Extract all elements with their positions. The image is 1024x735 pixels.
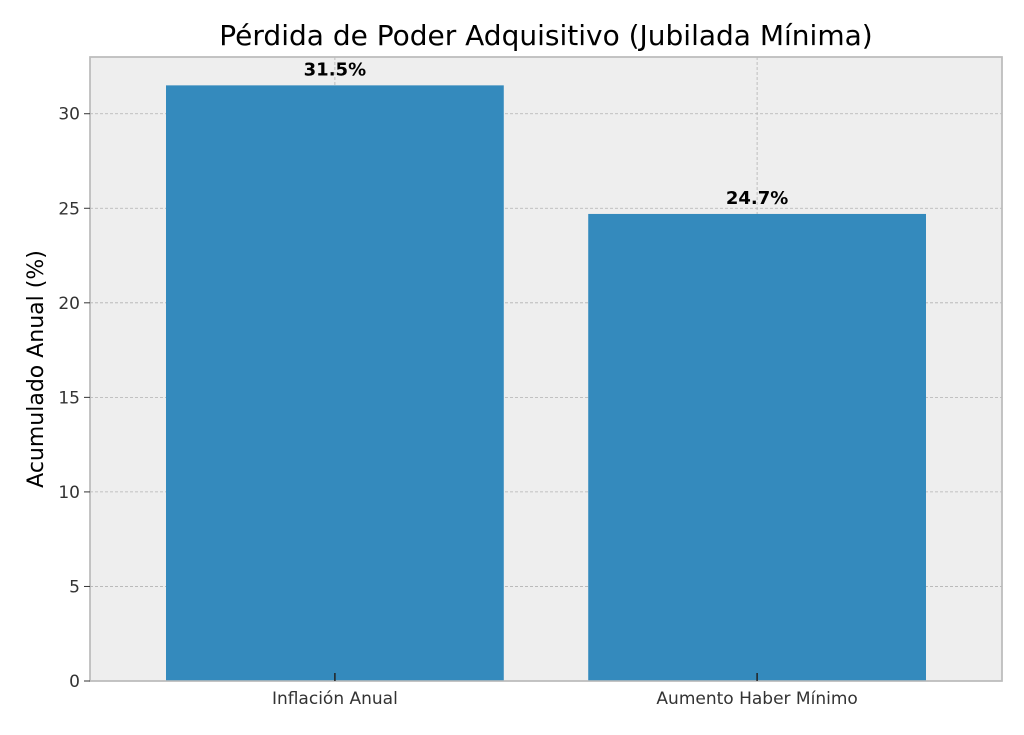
- chart-title: Pérdida de Poder Adquisitivo (Jubilada M…: [219, 19, 872, 52]
- y-tick-label: 25: [58, 199, 80, 219]
- y-tick-label: 5: [69, 577, 80, 597]
- x-tick-label: Aumento Haber Mínimo: [656, 689, 857, 709]
- plot-border: [89, 56, 1003, 682]
- y-axis-ticks: 0 5 10 15 20 25 30: [58, 105, 90, 692]
- value-labels: 31.5% 24.7%: [304, 59, 789, 209]
- y-axis-label: Acumulado Anual (%): [24, 250, 49, 488]
- y-tick-label: 0: [69, 672, 80, 692]
- bar: [166, 85, 504, 681]
- bars: [166, 85, 926, 682]
- y-tick-label: 20: [58, 294, 80, 314]
- x-axis-ticks: Inflación Anual Aumento Haber Mínimo: [272, 673, 858, 709]
- data-label: 31.5%: [304, 59, 366, 80]
- x-tick-label: Inflación Anual: [272, 689, 398, 709]
- data-label: 24.7%: [726, 188, 788, 209]
- bar: [588, 213, 926, 682]
- y-tick-label: 10: [58, 483, 80, 503]
- y-tick-label: 30: [58, 105, 80, 125]
- y-tick-label: 15: [58, 388, 80, 408]
